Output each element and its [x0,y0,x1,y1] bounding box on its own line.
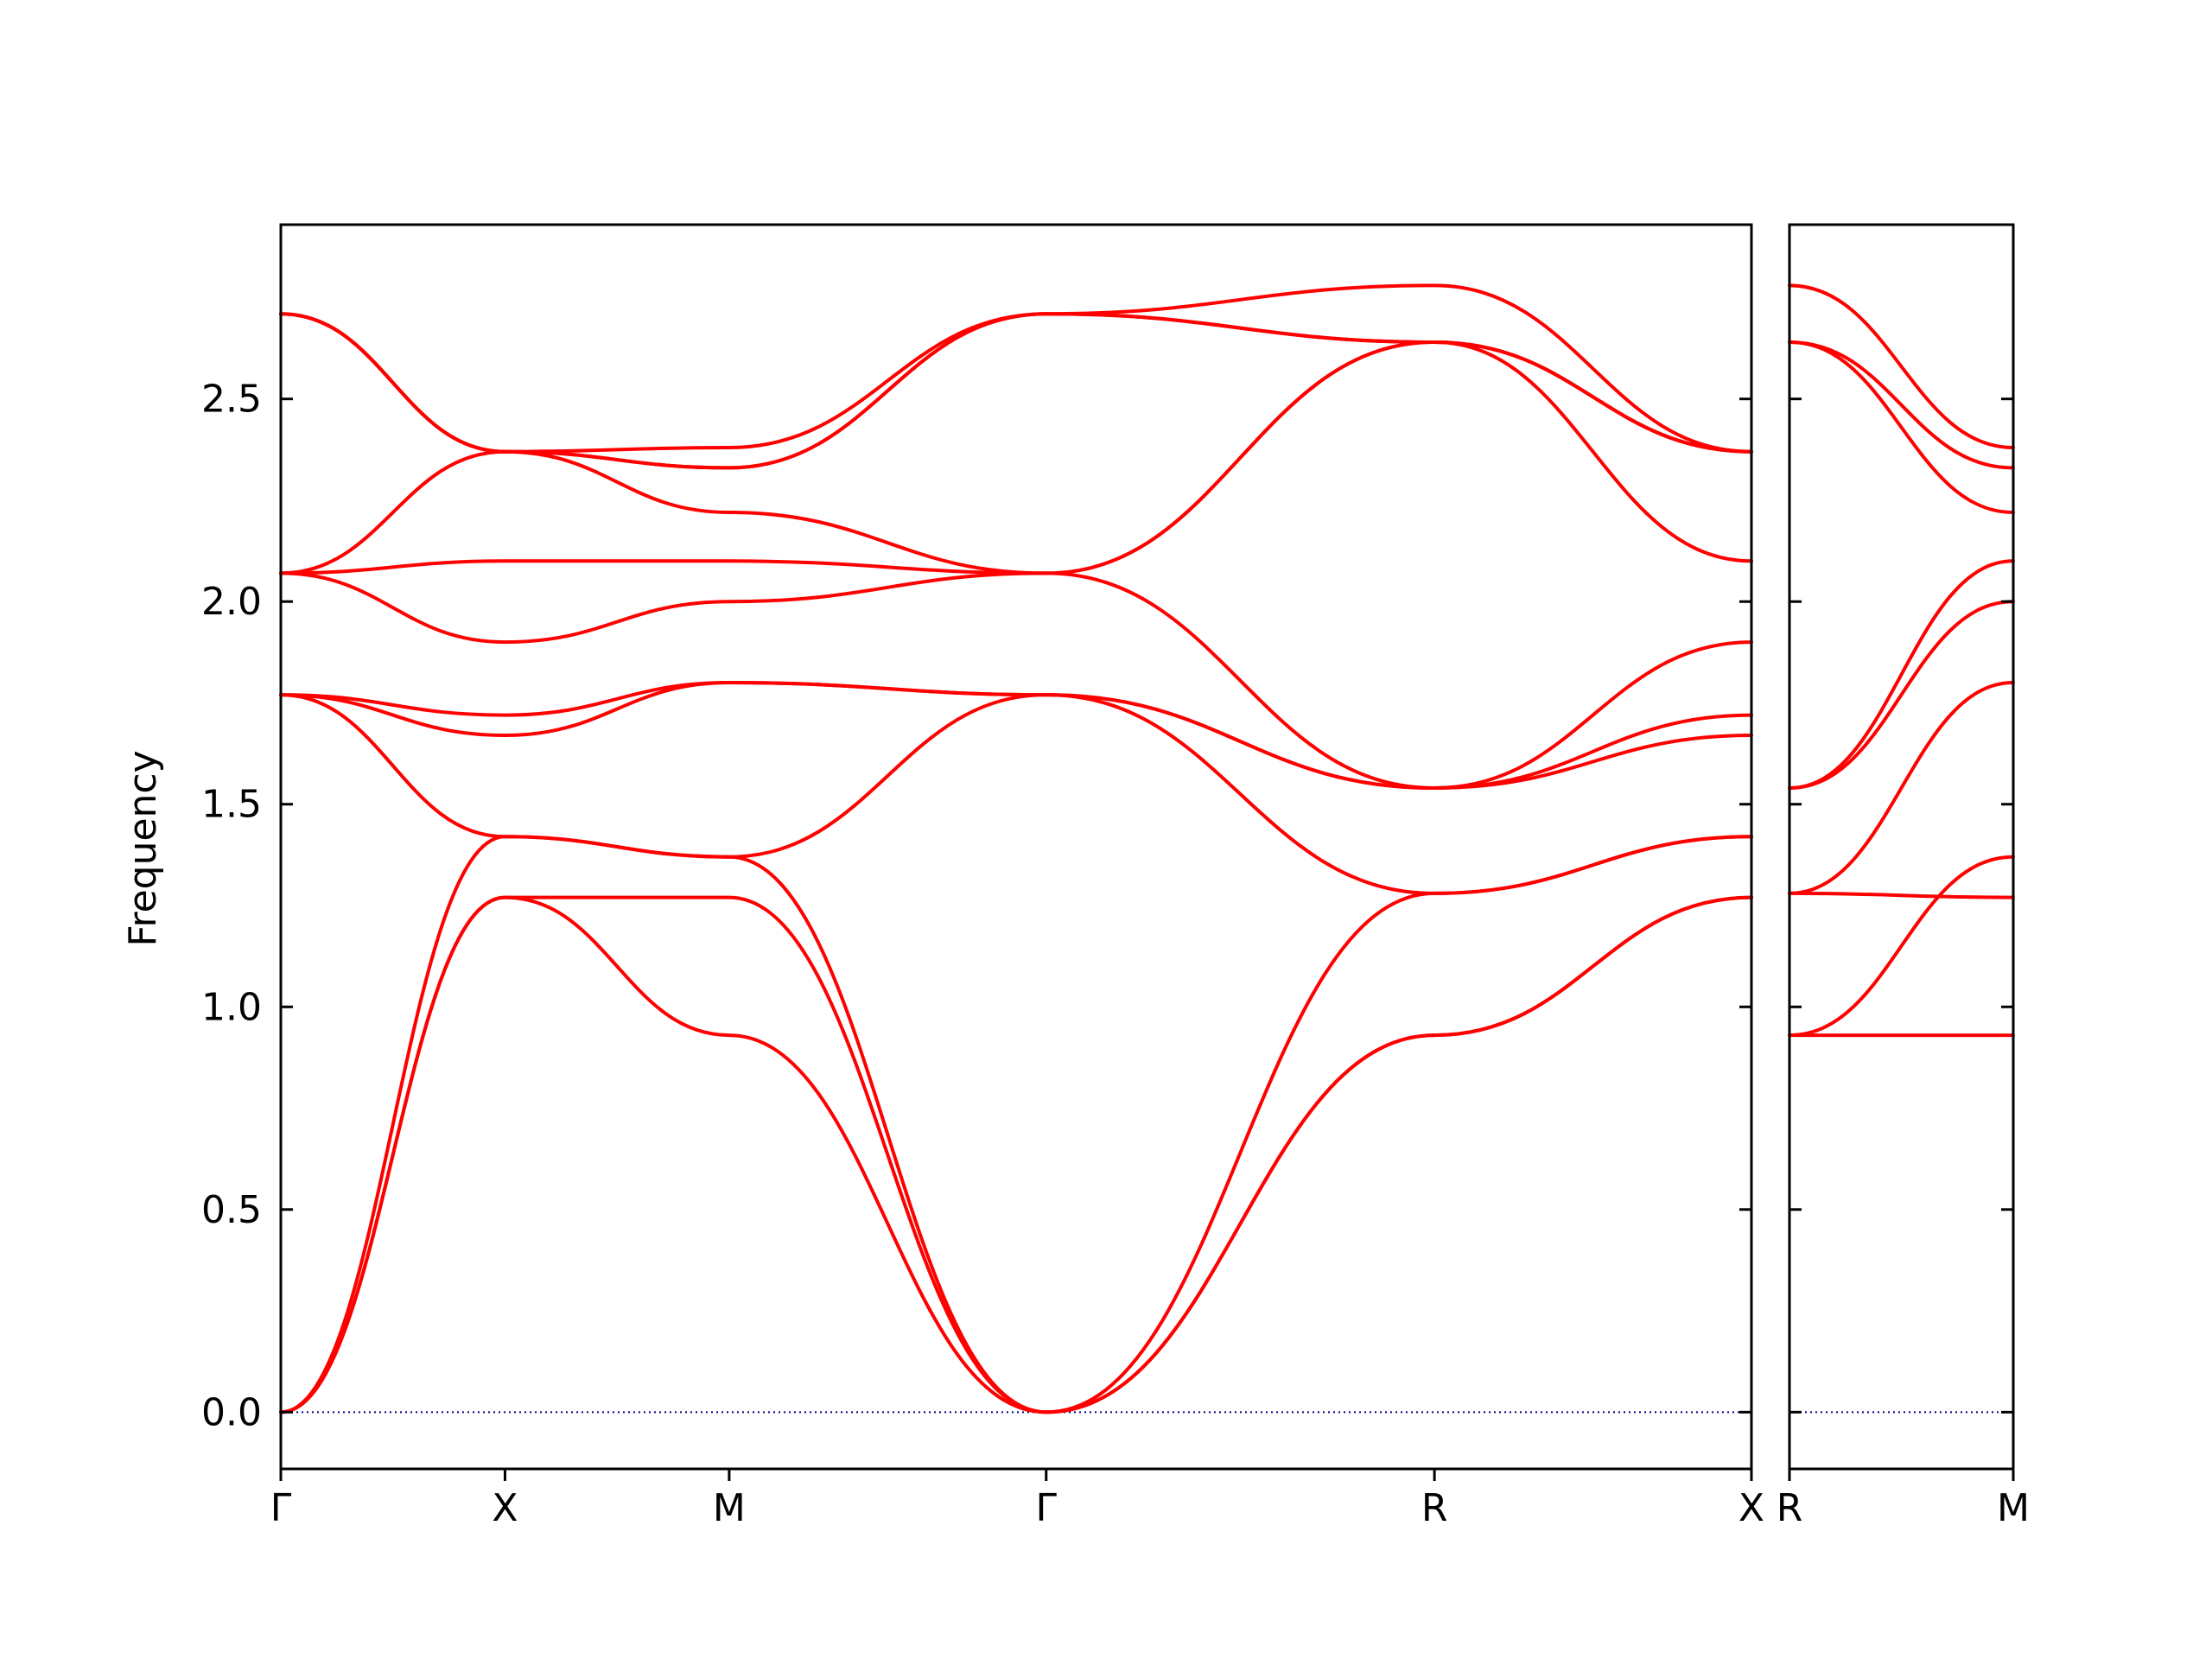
band-line-4 [279,693,1753,895]
band-line-6 [279,681,1753,790]
y-tick-label: 2.5 [201,378,262,422]
y-tick-label: 2.0 [201,580,262,624]
band-line-5 [1788,600,2015,790]
y-tick-label: 1.5 [201,783,262,827]
band-line-9 [279,340,1753,575]
x-tick-label: X [492,1486,518,1530]
x-tick-label: M [713,1486,746,1530]
band-line-3 [279,835,1753,1414]
y-tick-label: 0.0 [201,1390,262,1434]
band-line-11 [279,312,1753,470]
band-line-12 [279,283,1753,454]
band-line-3 [1788,891,2015,899]
panel-1: 0.0 0.5 1.0 1.5 2.0 2.5 Γ X M Γ R X [201,223,1764,1530]
x-tick-label: M [1997,1486,2030,1530]
x-tick-label: X [1738,1486,1764,1530]
x-tick-label: R [1777,1486,1803,1530]
y-axis-label: Frequency [121,750,165,946]
band-line-2 [279,895,1753,1414]
band-line-7 [1788,340,2015,514]
x-tick-label: Γ [270,1486,292,1530]
band-line-2 [1788,855,2015,1038]
band-line-4 [1788,681,2015,895]
y-tick-label: 0.5 [201,1188,262,1232]
band-line-6 [1788,559,2015,790]
band-line-9 [1788,283,2015,449]
chart-panels: 0.00.51.01.52.02.5Γ X M Γ R X R M [201,223,2030,1530]
panel-frame [279,223,1753,1471]
band-line-8 [279,340,1753,575]
band-line-10 [279,312,1753,470]
band-line-7 [279,571,1753,790]
x-tick-label: R [1421,1486,1448,1530]
band-line-1 [279,895,1753,1414]
band-line-8 [1788,340,2015,470]
y-tick-label: 1.0 [201,985,262,1029]
panel-frame [1788,223,2015,1471]
x-tick-label: Γ [1036,1486,1058,1530]
